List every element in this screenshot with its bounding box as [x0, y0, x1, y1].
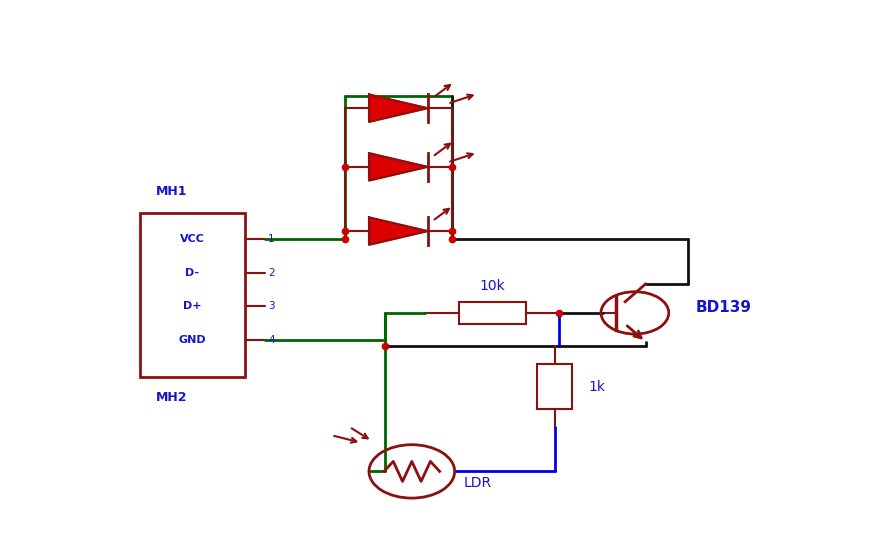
Text: BD139: BD139: [695, 300, 751, 315]
Text: 4: 4: [268, 335, 274, 345]
Polygon shape: [368, 153, 427, 181]
Text: 2: 2: [268, 268, 274, 278]
Text: VCC: VCC: [180, 234, 205, 244]
Polygon shape: [368, 94, 427, 122]
Text: MH1: MH1: [156, 185, 187, 198]
Text: D-: D-: [185, 268, 199, 278]
Text: GND: GND: [178, 335, 206, 345]
Text: 1: 1: [268, 234, 274, 244]
Text: MH2: MH2: [156, 391, 187, 405]
Text: 3: 3: [268, 301, 274, 311]
Text: 10k: 10k: [478, 279, 504, 293]
Polygon shape: [368, 217, 427, 245]
Bar: [139, 213, 245, 377]
Text: 1k: 1k: [588, 380, 605, 394]
Text: LDR: LDR: [463, 476, 491, 490]
Bar: [458, 302, 525, 324]
Bar: [536, 364, 572, 409]
Text: D+: D+: [183, 301, 201, 311]
